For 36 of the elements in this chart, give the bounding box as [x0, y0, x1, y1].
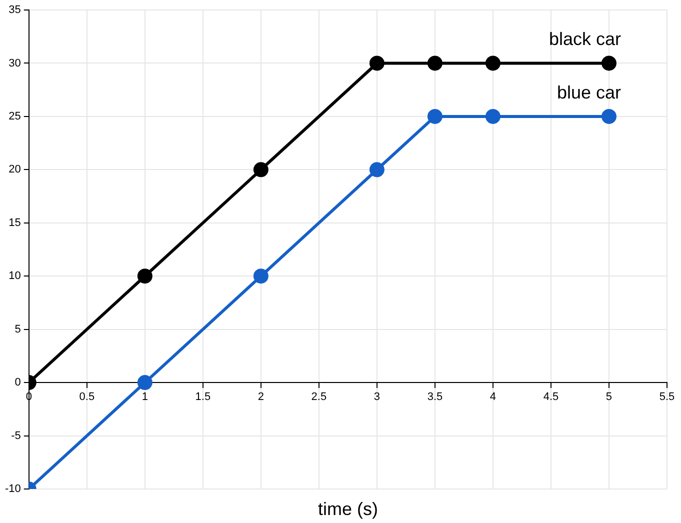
point [137, 268, 152, 284]
point [253, 268, 268, 284]
y-tick-label: -10 [4, 483, 21, 496]
y-tick-label: 30 [8, 57, 21, 70]
series-label: black car [548, 29, 621, 50]
x-tick-label: 1.5 [195, 391, 211, 404]
point [601, 108, 616, 124]
y-tick-label: 0 [14, 376, 21, 389]
x-tick-label: 4 [490, 391, 496, 404]
y-tick-label: 10 [8, 270, 21, 282]
y-tick-label: 20 [8, 164, 21, 176]
y-tick-label: 15 [8, 216, 21, 229]
point [369, 56, 384, 71]
x-tick-label: 5 [606, 391, 612, 404]
x-axis-title: time (s) [318, 498, 378, 519]
point [427, 108, 442, 124]
series-label: blue car [556, 82, 621, 102]
x-tick-label: 5.5 [659, 391, 675, 404]
point [601, 56, 616, 71]
y-tick-label: 35 [8, 4, 21, 16]
y-tick-label: -5 [11, 430, 21, 442]
x-tick-label: 1 [142, 391, 148, 404]
point [137, 375, 152, 390]
point [485, 56, 500, 71]
x-tick-label: 4.5 [543, 391, 559, 404]
point [427, 56, 442, 71]
x-tick-label: 2 [258, 391, 264, 404]
x-tick-label: 3.5 [427, 391, 443, 404]
point [369, 162, 384, 178]
y-tick-label: 5 [14, 323, 21, 336]
x-tick-label: 2.5 [311, 391, 327, 404]
point [253, 162, 268, 178]
point [485, 108, 500, 124]
x-tick-label: 3 [374, 391, 380, 404]
x-tick-label: 0.5 [79, 391, 95, 404]
y-tick-label: 25 [8, 110, 21, 122]
